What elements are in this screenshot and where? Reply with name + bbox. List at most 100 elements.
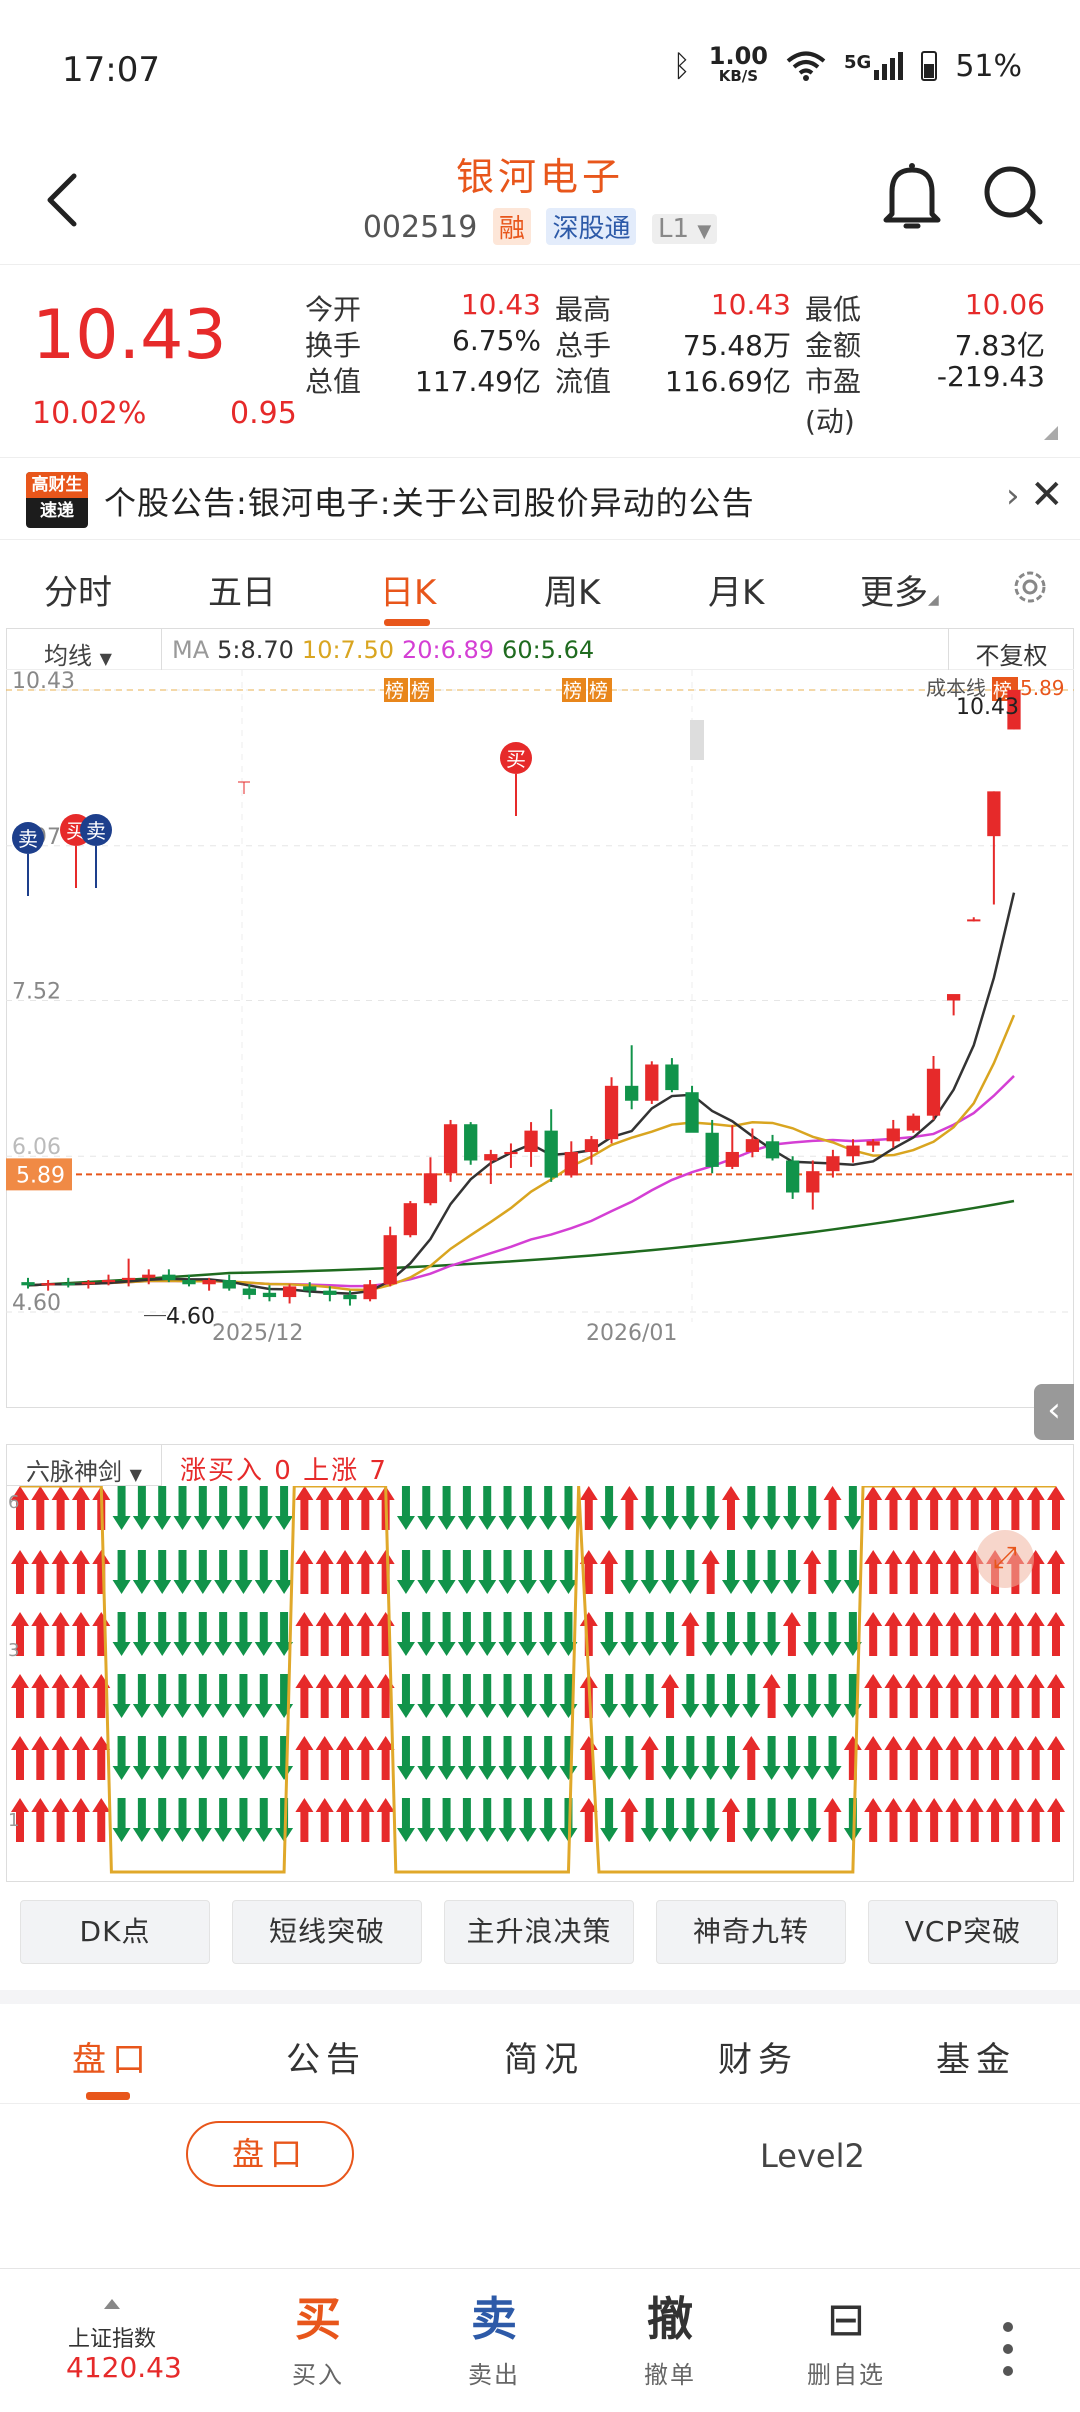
dk-point-button[interactable]: DK点 <box>20 1900 210 1964</box>
candle-body <box>564 1151 578 1176</box>
x-tick-label: 2026/01 <box>586 1321 677 1346</box>
down-arrow <box>396 1736 415 1780</box>
search-icon[interactable] <box>980 162 1046 228</box>
collapse-handle-icon[interactable]: ‹ <box>1034 1384 1074 1440</box>
down-arrow <box>153 1674 172 1718</box>
sell-signal-badge-label: 卖 <box>86 819 106 843</box>
down-arrow <box>600 1736 619 1780</box>
short-breakout-button[interactable]: 短线突破 <box>232 1900 422 1964</box>
caret-up-icon[interactable] <box>104 2299 120 2309</box>
down-arrow <box>498 1486 517 1530</box>
bell-icon[interactable] <box>880 160 944 232</box>
news-ticker[interactable]: 高财生 速递 个股公告:银河电子:关于公司股价异动的公告 › ✕ <box>0 460 1080 540</box>
back-icon[interactable] <box>38 170 88 230</box>
main-wave-button[interactable]: 主升浪决策 <box>444 1900 634 1964</box>
bang-label: 榜 <box>993 680 1012 702</box>
candle-body <box>524 1130 538 1152</box>
down-arrow <box>681 1486 700 1530</box>
tab-weekly-k[interactable]: 周K <box>544 573 601 613</box>
down-arrow <box>396 1550 415 1594</box>
up-arrow <box>376 1550 395 1594</box>
down-arrow <box>701 1612 720 1656</box>
up-arrow <box>31 1550 50 1594</box>
tab-more[interactable]: 更多◢ <box>860 573 939 613</box>
down-arrow <box>396 1486 415 1530</box>
up-arrow <box>51 1550 70 1594</box>
gear-icon[interactable] <box>1010 567 1050 607</box>
adjust-select[interactable]: 不复权 <box>948 628 1074 670</box>
down-arrow <box>762 1612 781 1656</box>
pankou-button[interactable]: 盘口 <box>186 2121 354 2187</box>
indicator-header: 六脉神剑 ▼ 涨买入 0 上涨 7 <box>6 1444 1074 1486</box>
low-marker: 4.60 <box>166 1305 215 1330</box>
down-arrow <box>782 1550 801 1594</box>
up-arrow <box>1047 1736 1065 1780</box>
quote-value: 10.06 <box>964 288 1045 321</box>
y-tick-label: 6.06 <box>12 1135 61 1160</box>
stock-name: 银河电子 <box>455 155 624 199</box>
up-arrow <box>11 1674 29 1718</box>
candle-body <box>484 1154 498 1161</box>
down-arrow <box>803 1798 822 1842</box>
chevron-right-icon[interactable]: › <box>1006 476 1020 516</box>
tab-five-day[interactable]: 五日 <box>208 573 276 613</box>
remove-watchlist-button[interactable]: ⊟ 删自选 <box>786 2291 906 2390</box>
more-vertical-icon[interactable] <box>1000 2319 1016 2379</box>
index-value[interactable]: 4120.43 <box>66 2351 182 2384</box>
candle-body <box>826 1156 840 1172</box>
close-icon[interactable]: ✕ <box>1030 472 1064 518</box>
ma-select[interactable]: 均线 ▼ <box>6 628 162 670</box>
down-arrow <box>193 1736 212 1780</box>
level-select[interactable]: L1 ▼ <box>652 214 718 244</box>
index-name[interactable]: 上证指数 <box>68 2327 157 2352</box>
up-arrow <box>295 1736 314 1780</box>
tab-profile[interactable]: 简况 <box>504 2040 584 2080</box>
down-arrow <box>701 1674 720 1718</box>
tab-intraday[interactable]: 分时 <box>44 573 112 613</box>
down-arrow <box>173 1798 192 1842</box>
down-arrow <box>234 1798 253 1842</box>
down-arrow <box>803 1486 822 1530</box>
ma10-value: 10:7.50 <box>301 636 394 664</box>
up-arrow <box>1006 1736 1025 1780</box>
up-arrow <box>579 1486 598 1530</box>
up-arrow <box>823 1486 842 1530</box>
down-arrow <box>193 1674 212 1718</box>
up-arrow <box>1006 1612 1025 1656</box>
six-pulse-indicator-chart[interactable]: 6 3 1 <box>6 1486 1074 1882</box>
tab-daily-k[interactable]: 日K <box>380 573 437 613</box>
up-arrow <box>336 1550 355 1594</box>
buy-button[interactable]: 买 买入 <box>258 2291 378 2390</box>
down-arrow <box>214 1486 233 1530</box>
vcp-breakout-button[interactable]: VCP突破 <box>868 1900 1058 1964</box>
indicator-frame <box>6 1444 1074 1882</box>
down-arrow <box>782 1486 801 1530</box>
kline-chart[interactable]: 10.438.977.526.064.602025/122026/015.89成… <box>6 670 1074 1408</box>
last-price: 10.43 <box>32 296 227 375</box>
down-arrow <box>681 1798 700 1842</box>
indicator-select[interactable]: 六脉神剑 ▼ <box>6 1444 162 1486</box>
tab-pankou[interactable]: 盘口 <box>72 2040 152 2080</box>
down-arrow <box>823 1674 842 1718</box>
tab-funds[interactable]: 基金 <box>936 2040 1016 2080</box>
up-arrow <box>884 1798 903 1842</box>
up-arrow <box>71 1612 90 1656</box>
tab-announcements[interactable]: 公告 <box>286 2040 366 2080</box>
quote-value: 75.48万 <box>682 329 791 362</box>
news-headline[interactable]: 个股公告:银河电子:关于公司股价异动的公告 <box>104 484 755 522</box>
up-arrow <box>965 1612 984 1656</box>
cancel-order-button[interactable]: 撤 撤单 <box>610 2291 730 2390</box>
up-arrow <box>742 1736 761 1780</box>
margin-tag: 融 <box>492 208 531 245</box>
level2-button[interactable]: Level2 <box>760 2137 865 2175</box>
magic-nine-button[interactable]: 神奇九转 <box>656 1900 846 1964</box>
candle-body <box>786 1160 800 1193</box>
up-arrow <box>721 1486 740 1530</box>
tab-finance[interactable]: 财务 <box>718 2040 798 2080</box>
expand-icon[interactable]: ⤢ <box>976 1530 1034 1588</box>
tab-monthly-k[interactable]: 月K <box>708 573 765 613</box>
stock-header: 银河电子 002519 融 深股通 L1 ▼ <box>0 130 1080 265</box>
up-arrow <box>1026 1612 1045 1656</box>
sell-button[interactable]: 卖 卖出 <box>434 2291 554 2390</box>
indicator-level-label: 6 <box>8 1492 19 1513</box>
